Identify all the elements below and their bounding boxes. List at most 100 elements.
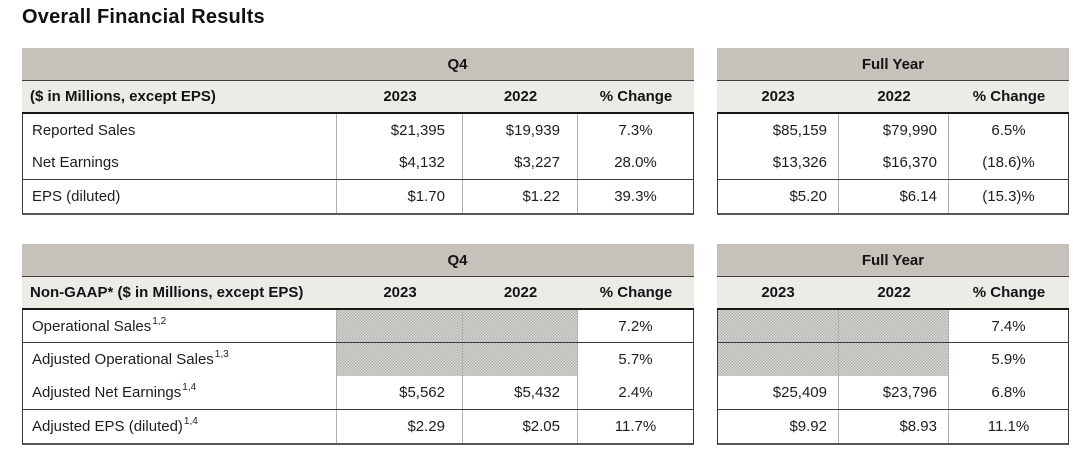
non-gaap-q4-column-headers: Non-GAAP* ($ in Millions, except EPS) 20… — [22, 277, 694, 310]
value-cell-2023: $4,132 — [337, 146, 463, 179]
table-row-net-earnings: $13,326 $16,370 (18.6)% — [718, 146, 1068, 180]
percent-change-cell: 11.1% — [987, 418, 1030, 435]
value-cell-2023: $9.92 — [718, 410, 839, 443]
year-2023-header: 2023 — [761, 284, 795, 301]
hatched-cell-2023 — [718, 310, 839, 342]
value-cell-2022: $2.05 — [463, 410, 578, 443]
gaap-q4-table-body: Reported Sales $21,395 $19,939 7.3% Net … — [22, 114, 694, 215]
band-spacer — [22, 244, 337, 276]
gaap-q4-period-label: Q4 — [447, 55, 468, 73]
value-cell-2023: $85,159 — [718, 114, 839, 146]
year-2023-header: 2023 — [383, 284, 417, 301]
table-row-adjusted-eps-diluted: $9.92 $8.93 11.1% — [718, 410, 1068, 443]
row-label-cell: Operational Sales 1,2 — [23, 310, 337, 342]
table-row-adjusted-eps-diluted: Adjusted EPS (diluted) 1,4 $2.29 $2.05 11… — [23, 410, 693, 443]
page-title: Overall Financial Results — [22, 6, 265, 28]
footnote-superscript: 1,4 — [183, 416, 198, 427]
percent-change-cell: 7.2% — [618, 317, 653, 335]
hatched-cell-2022 — [839, 343, 949, 376]
year-2022-header: 2022 — [503, 284, 538, 301]
gaap-fy-period-label: Full Year — [861, 55, 925, 73]
percent-change-cell: 11.7% — [614, 418, 657, 435]
percent-change-cell: 28.0% — [614, 154, 657, 171]
percent-change-cell: 5.7% — [618, 351, 653, 368]
year-2023-header: 2023 — [761, 88, 795, 105]
year-2023-header: 2023 — [383, 88, 417, 105]
value-cell-2023: $1.70 — [337, 180, 463, 213]
row-label-cell: Net Earnings — [23, 146, 337, 179]
percent-change-header: % Change — [599, 284, 673, 301]
gaap-full-year-table: Full Year 2023 2022 % Change $85,159 $79… — [717, 48, 1069, 215]
percent-change-cell: 39.3% — [614, 188, 657, 205]
table-row-adjusted-operational-sales: 5.9% — [718, 343, 1068, 376]
row-label: Operational Sales — [32, 317, 152, 335]
table-row-net-earnings: Net Earnings $4,132 $3,227 28.0% — [23, 146, 693, 180]
gaap-q4-period-band: Q4 — [22, 48, 694, 81]
value-cell-2023: $13,326 — [718, 146, 839, 179]
gaap-fy-period-band: Full Year — [717, 48, 1069, 81]
value-cell-2022: $79,990 — [839, 114, 949, 146]
non-gaap-q4-table: Q4 Non-GAAP* ($ in Millions, except EPS)… — [22, 244, 694, 445]
non-gaap-fy-period-band: Full Year — [717, 244, 1069, 277]
row-label-cell: Reported Sales — [23, 114, 337, 146]
hatched-cell-2023 — [337, 310, 463, 342]
table-row-eps-diluted: $5.20 $6.14 (15.3)% — [718, 180, 1068, 213]
non-gaap-q4-period-band: Q4 — [22, 244, 694, 277]
row-label: Adjusted EPS (diluted) — [32, 418, 183, 435]
hatched-cell-2022 — [463, 343, 578, 376]
percent-change-cell: 6.5% — [991, 121, 1026, 139]
non-gaap-fy-table-body: 7.4% 5.9% $25,409 $23,796 6.8% $9.92 — [717, 310, 1069, 445]
percent-change-cell: 7.4% — [991, 317, 1026, 335]
row-label-cell: Adjusted Net Earnings 1,4 — [23, 376, 337, 409]
band-spacer — [578, 244, 694, 276]
gaap-results-group: Q4 ($ in Millions, except EPS) 2023 2022… — [22, 48, 1069, 215]
non-gaap-q4-table-body: Operational Sales 1,2 7.2% Adjusted Opera… — [22, 310, 694, 445]
value-cell-2023: $2.29 — [337, 410, 463, 443]
row-label: Adjusted Operational Sales — [32, 351, 214, 368]
non-gaap-fy-column-headers: 2023 2022 % Change — [717, 277, 1069, 310]
percent-change-cell: 5.9% — [991, 351, 1026, 368]
percent-change-header: % Change — [599, 88, 673, 105]
gaap-q4-table: Q4 ($ in Millions, except EPS) 2023 2022… — [22, 48, 694, 215]
percent-change-cell: (15.3)% — [982, 188, 1035, 205]
value-cell-2023: $21,395 — [337, 114, 463, 146]
units-header: ($ in Millions, except EPS) — [30, 88, 216, 105]
table-row-reported-sales: Reported Sales $21,395 $19,939 7.3% — [23, 114, 693, 146]
value-cell-2022: $6.14 — [839, 180, 949, 213]
table-row-adjusted-operational-sales: Adjusted Operational Sales 1,3 5.7% — [23, 343, 693, 376]
percent-change-cell: (18.6)% — [982, 154, 1035, 171]
table-row-operational-sales: Operational Sales 1,2 7.2% — [23, 310, 693, 343]
tables-area: Q4 ($ in Millions, except EPS) 2023 2022… — [22, 48, 1069, 445]
footnote-superscript: 1,4 — [182, 382, 197, 393]
value-cell-2023: $5,562 — [337, 376, 463, 409]
gaap-q4-column-headers: ($ in Millions, except EPS) 2023 2022 % … — [22, 81, 694, 114]
percent-change-cell: 7.3% — [618, 121, 653, 139]
year-2022-header: 2022 — [877, 88, 911, 105]
value-cell-2022: $23,796 — [839, 376, 949, 409]
hatched-cell-2022 — [463, 310, 578, 342]
non-gaap-q4-period-label: Q4 — [447, 251, 468, 269]
table-row-operational-sales: 7.4% — [718, 310, 1068, 343]
band-spacer — [22, 48, 337, 80]
gaap-fy-column-headers: 2023 2022 % Change — [717, 81, 1069, 114]
value-cell-2022: $5,432 — [463, 376, 578, 409]
value-cell-2023: $25,409 — [718, 376, 839, 409]
table-row-adjusted-net-earnings: $25,409 $23,796 6.8% — [718, 376, 1068, 410]
table-row-adjusted-net-earnings: Adjusted Net Earnings 1,4 $5,562 $5,432 2… — [23, 376, 693, 410]
footnote-superscript: 1,3 — [214, 349, 229, 360]
value-cell-2022: $16,370 — [839, 146, 949, 179]
year-2022-header: 2022 — [877, 284, 911, 301]
row-label: Adjusted Net Earnings — [32, 384, 182, 401]
percent-change-cell: 2.4% — [618, 384, 653, 401]
value-cell-2022: $19,939 — [463, 114, 578, 146]
non-gaap-full-year-table: Full Year 2023 2022 % Change 7.4% — [717, 244, 1069, 445]
value-cell-2022: $1.22 — [463, 180, 578, 213]
band-spacer — [578, 48, 694, 80]
percent-change-cell: 6.8% — [991, 384, 1026, 401]
percent-change-header: % Change — [972, 88, 1046, 105]
gaap-fy-table-body: $85,159 $79,990 6.5% $13,326 $16,370 (18… — [717, 114, 1069, 215]
row-label-cell: Adjusted EPS (diluted) 1,4 — [23, 410, 337, 443]
units-header: Non-GAAP* ($ in Millions, except EPS) — [30, 284, 304, 301]
percent-change-header: % Change — [972, 284, 1046, 301]
